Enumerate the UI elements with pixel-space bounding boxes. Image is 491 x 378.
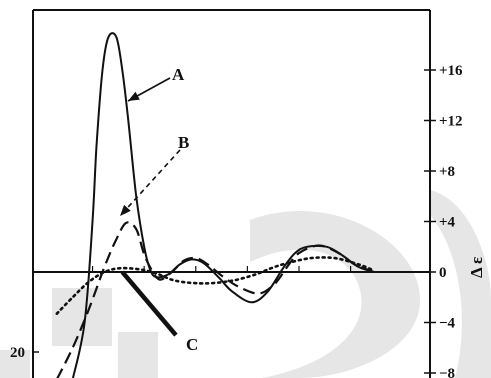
series-line-dotted bbox=[55, 256, 376, 315]
series-a-arrow bbox=[127, 77, 171, 102]
series-label-b: B bbox=[178, 133, 189, 152]
series-b-arrow-shaft bbox=[119, 149, 181, 217]
watermark-shapes bbox=[0, 190, 491, 378]
series-label-a: A bbox=[172, 65, 185, 84]
right-axis-tick-label: 0 bbox=[439, 265, 447, 281]
right-axis-tick-label: +4 bbox=[439, 215, 456, 231]
series-line-b bbox=[56, 221, 375, 378]
series-line-c bbox=[120, 270, 178, 337]
series-a-arrow-head bbox=[128, 91, 140, 101]
right-axis-title: Δ ε bbox=[467, 257, 486, 278]
right-axis-tick-label: +12 bbox=[439, 114, 463, 130]
left-axis-tick-label: 20 bbox=[10, 345, 25, 361]
right-axis-tick-label: +16 bbox=[439, 63, 463, 79]
series-label-c: C bbox=[186, 335, 198, 354]
series-line-a bbox=[71, 32, 375, 378]
right-axis-tick-label: −4 bbox=[439, 316, 456, 332]
chart-labels: +16 +12 +8 +4 0 −4 −8 20 Δ ε A B C bbox=[10, 63, 486, 378]
plot-frame bbox=[32, 9, 436, 378]
right-axis-tick-label: +8 bbox=[439, 164, 455, 180]
right-axis-tick-label: −8 bbox=[439, 366, 455, 378]
series-lines bbox=[55, 32, 376, 378]
series-b-arrow-head bbox=[120, 204, 131, 216]
series-b-arrow bbox=[119, 149, 181, 217]
